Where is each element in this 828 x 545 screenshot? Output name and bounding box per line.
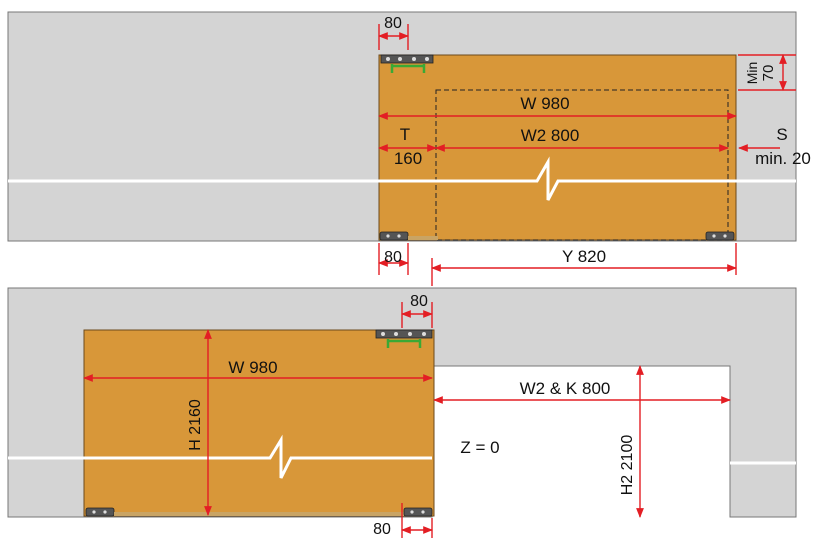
top-opening-outline bbox=[435, 89, 729, 241]
top-w2-label: W2 800 bbox=[521, 126, 580, 145]
top-t-value: 160 bbox=[394, 149, 422, 168]
top-min-value: 70 bbox=[760, 65, 777, 82]
top-view: 80 Min 70 W 980 T 160 W2 800 S min. 20 8… bbox=[7, 11, 811, 286]
bottom-w2k-label: W2 & K 800 bbox=[520, 379, 611, 398]
top-track-hardware bbox=[380, 54, 434, 73]
bottom-view: 80 W 980 H 2160 W2 & K 800 Z = 0 H2 2100… bbox=[7, 287, 797, 538]
top-dim-80-bottom: 80 bbox=[384, 249, 402, 266]
top-min-label: Min bbox=[744, 62, 760, 85]
bottom-h-label: H 2160 bbox=[187, 399, 204, 451]
top-t-label: T bbox=[400, 125, 410, 144]
top-y-label: Y 820 bbox=[562, 247, 606, 266]
bottom-z-label: Z = 0 bbox=[460, 438, 499, 457]
bottom-dimensions bbox=[83, 302, 731, 538]
bottom-dim-80-bottom: 80 bbox=[373, 521, 391, 538]
top-dim-80-top: 80 bbox=[384, 15, 402, 32]
top-dimensions bbox=[378, 24, 796, 286]
top-s-value: min. 20 bbox=[755, 149, 811, 168]
bottom-dim-80-top: 80 bbox=[410, 293, 428, 310]
top-break-line bbox=[8, 156, 796, 201]
bottom-break-line bbox=[8, 434, 432, 479]
top-w-label: W 980 bbox=[520, 94, 569, 113]
bottom-h2-label: H2 2100 bbox=[619, 435, 636, 496]
bottom-track-hardware bbox=[375, 329, 433, 348]
bottom-w-label: W 980 bbox=[228, 358, 277, 377]
top-s-label: S bbox=[776, 125, 787, 144]
bottom-door-panel bbox=[83, 329, 435, 517]
top-bottom-guides bbox=[379, 231, 735, 241]
bottom-bottom-guides bbox=[85, 507, 433, 517]
